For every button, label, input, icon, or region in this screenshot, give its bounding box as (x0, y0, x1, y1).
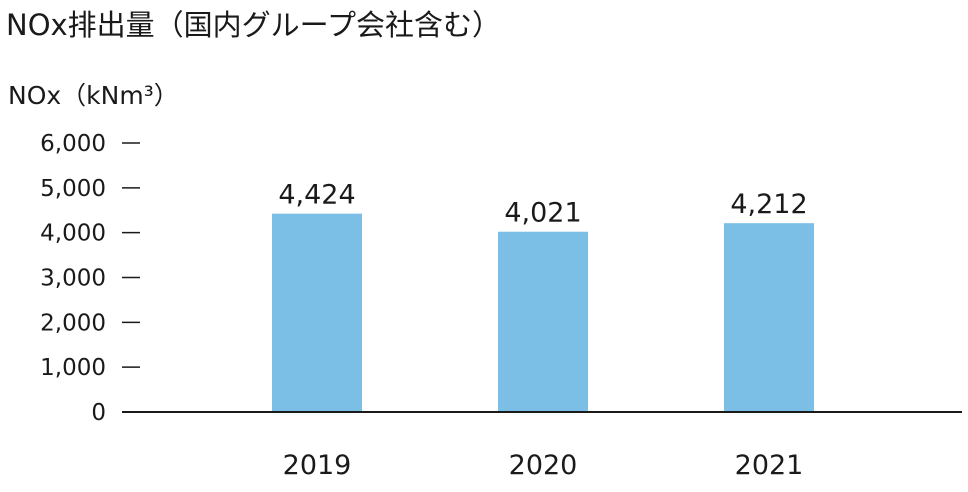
chart-title: NOx排出量（国内グループ会社含む） (6, 8, 501, 42)
x-tick-label-2021: 2021 (735, 450, 804, 481)
bar-2019 (272, 213, 362, 412)
y-tick-label: 3,000 (40, 266, 106, 292)
y-tick-label: 2,000 (40, 310, 106, 336)
y-axis-ticks: 0 1,000 2,000 3,000 4,000 5,000 6,000 (40, 131, 140, 426)
x-axis-labels: 2019 2020 2021 (283, 450, 804, 481)
y-tick-label: 4,000 (40, 221, 106, 247)
y-tick-label: 0 (91, 400, 106, 426)
y-tick-label: 1,000 (40, 355, 106, 381)
bars (272, 213, 814, 412)
data-labels: 4,424 4,021 4,212 (278, 180, 807, 229)
y-axis-label: NOx（kNm³） (8, 81, 179, 110)
data-label-2019: 4,424 (278, 180, 355, 211)
x-tick-label-2019: 2019 (283, 450, 352, 481)
y-tick-label: 6,000 (40, 131, 106, 157)
bar-2020 (498, 231, 588, 412)
y-tick-label: 5,000 (40, 176, 106, 202)
x-tick-label-2020: 2020 (509, 450, 578, 481)
data-label-2021: 4,212 (730, 189, 807, 220)
data-label-2020: 4,021 (504, 198, 581, 229)
bar-2021 (724, 223, 814, 412)
